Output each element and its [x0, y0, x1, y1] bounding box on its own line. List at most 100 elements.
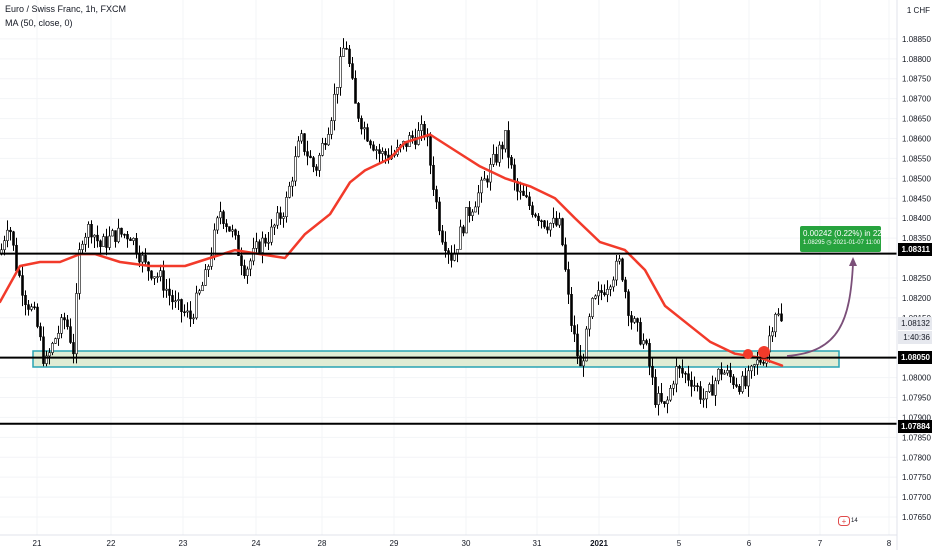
candle-body	[180, 299, 183, 313]
price-tick-label: 1.08250	[902, 274, 931, 283]
time-tick-label: 21	[33, 539, 42, 548]
candle-body	[429, 136, 432, 166]
candle-body	[570, 294, 573, 326]
candle-body	[231, 229, 234, 232]
candle-body	[318, 155, 321, 171]
time-tick-label: 29	[390, 539, 399, 548]
candle-body	[609, 286, 612, 290]
price-tick-label: 1.07950	[902, 393, 931, 402]
candle-body	[150, 270, 153, 279]
candle-body	[663, 401, 666, 404]
candle-body	[63, 317, 66, 321]
price-tick-label: 1.08450	[902, 194, 931, 203]
time-tick-label: 7	[818, 539, 823, 548]
candle-body	[537, 215, 540, 222]
price-tick-label: 1.08200	[902, 294, 931, 303]
candle-body	[381, 151, 384, 154]
time-tick-label: 2021	[590, 539, 608, 548]
candle-body	[573, 325, 576, 335]
candle-body	[438, 201, 441, 232]
candle-body	[243, 265, 246, 276]
candle-body	[372, 144, 375, 151]
candle-body	[72, 342, 75, 355]
candle-body	[297, 140, 300, 157]
candle-body	[720, 368, 723, 375]
candle-body	[597, 290, 600, 297]
candle-body	[432, 164, 435, 190]
price-tick-label: 1.08400	[902, 214, 931, 223]
support-zone[interactable]	[32, 350, 840, 368]
candle-body	[24, 295, 27, 305]
candle-body	[339, 56, 342, 88]
candle-body	[219, 211, 222, 219]
candle-body	[771, 331, 774, 337]
candle-body	[567, 269, 570, 295]
candle-body	[471, 211, 474, 216]
candle-body	[675, 366, 678, 385]
candle-body	[483, 178, 486, 181]
candle-body	[732, 376, 735, 386]
currency-label: 1 CHF	[898, 4, 932, 17]
candle-body	[717, 368, 720, 382]
candle-body	[267, 241, 270, 244]
candle-body	[534, 214, 537, 217]
candle-body	[102, 236, 105, 247]
candle-body	[690, 379, 693, 387]
candle-body	[303, 133, 306, 152]
candle-body	[504, 130, 507, 150]
candle-body	[48, 352, 51, 357]
candle-body	[117, 227, 120, 242]
candle-body	[627, 291, 630, 316]
candle-body	[591, 298, 594, 317]
candle-body	[108, 235, 111, 248]
measure-tool-label[interactable]: 0.00242 (0.22%) in 22h 1.08295 ◷ 2021-01…	[800, 226, 886, 252]
price-tick-label: 1.08550	[902, 154, 931, 163]
candle-body	[507, 130, 510, 158]
candle-body	[126, 234, 129, 240]
candle-body	[687, 373, 690, 381]
candle-body	[96, 234, 99, 242]
candle-body	[420, 124, 423, 131]
candle-body	[501, 144, 504, 150]
candle-body	[144, 255, 147, 263]
projection-arrow[interactable]	[786, 263, 854, 357]
candle-body	[354, 77, 357, 104]
candle-body	[630, 315, 633, 323]
candle-body	[93, 234, 96, 238]
candle-body	[510, 157, 513, 166]
candle-body	[246, 268, 249, 276]
candle-body	[168, 288, 171, 296]
economic-events-icon[interactable]: + 14	[838, 515, 858, 527]
price-tick-label: 1.08500	[902, 174, 931, 183]
breakout-marker-1	[743, 349, 753, 359]
candle-body	[273, 224, 276, 228]
price-tick-label: 1.08350	[902, 234, 931, 243]
candle-body	[36, 306, 39, 327]
price-tick-label: 1.08650	[902, 115, 931, 124]
time-tick-label: 24	[252, 539, 261, 548]
candle-body	[69, 326, 72, 343]
moving-average-line	[0, 133, 784, 367]
candle-body	[99, 240, 102, 247]
candle-body	[291, 180, 294, 187]
candle-body	[39, 326, 42, 338]
candle-body	[648, 343, 651, 367]
candle-body	[75, 293, 78, 355]
candle-body	[708, 384, 711, 392]
current-price-tag: 1.08132	[898, 317, 932, 330]
candle-body	[6, 229, 9, 242]
candle-body	[156, 276, 159, 278]
candle-body	[141, 255, 144, 263]
candle-body	[132, 237, 135, 241]
candle-body	[495, 153, 498, 163]
candle-body	[312, 157, 315, 168]
candle-body	[519, 190, 522, 193]
candle-body	[15, 244, 18, 272]
candle-body	[84, 236, 87, 245]
candle-body	[66, 319, 69, 327]
symbol-title: Euro / Swiss Franc, 1h, FXCM	[5, 4, 127, 14]
candle-body	[321, 143, 324, 156]
candle-body	[639, 322, 642, 345]
level-tag-2: 1.08050	[898, 351, 932, 364]
